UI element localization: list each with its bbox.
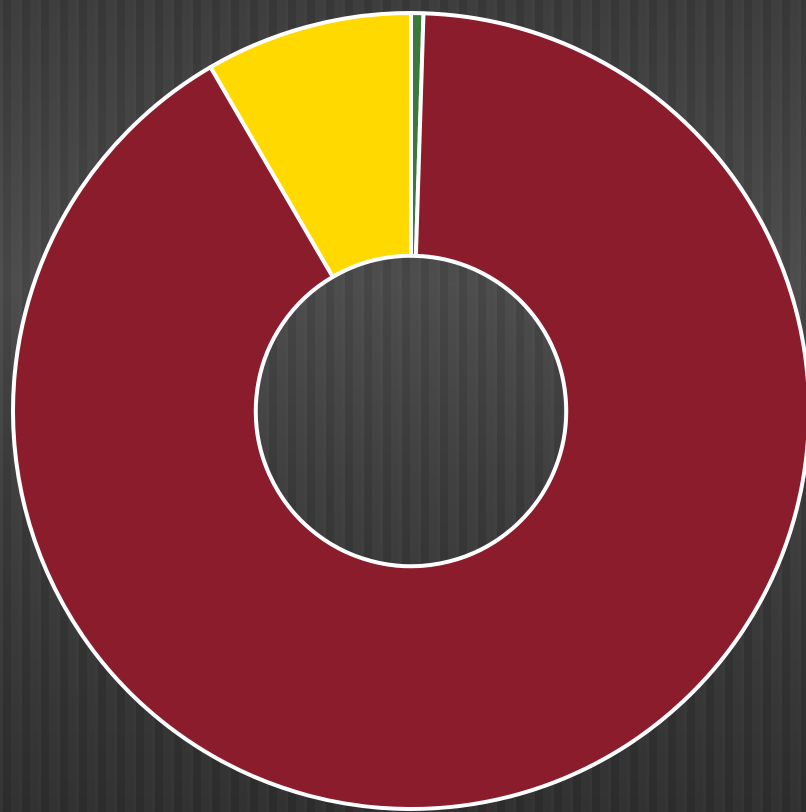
donut-segment [208, 11, 413, 279]
donut-segment [11, 11, 806, 811]
